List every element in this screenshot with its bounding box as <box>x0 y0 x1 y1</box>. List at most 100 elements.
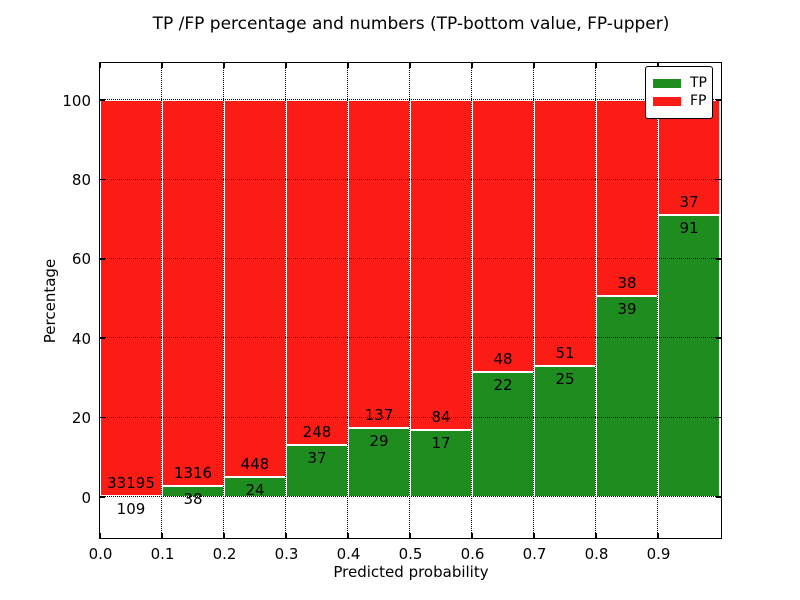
y-tickmark-left <box>100 337 105 339</box>
bar-fp-count-label: 33195 <box>107 473 155 492</box>
bar-segment-fp <box>472 100 534 373</box>
y-tickmark-left <box>100 258 105 260</box>
bar-segment-fp <box>534 100 596 367</box>
bar-tp-count-label: 37 <box>307 449 327 468</box>
vertical-gridline <box>595 63 597 537</box>
bar-segment-tp <box>534 366 596 497</box>
y-tickmark-left <box>100 178 105 181</box>
bar-segment-fp <box>162 100 224 486</box>
bar-segment-fp <box>410 100 472 431</box>
bar-tp-count-label: 24 <box>245 480 265 499</box>
bar-segment-tp <box>472 372 534 497</box>
x-tickmark-bottom <box>533 533 535 538</box>
x-tick-label: 0.8 <box>584 545 609 563</box>
bar-fp-count-label: 84 <box>431 408 451 427</box>
x-tickmark-top <box>285 63 287 68</box>
bar-fp-count-label: 448 <box>240 454 270 473</box>
x-tickmark-top <box>657 63 659 68</box>
vertical-gridline <box>161 63 163 537</box>
x-tickmark-bottom <box>99 533 101 538</box>
x-tickmark-bottom <box>657 533 659 538</box>
bar-segment-fp <box>348 100 410 428</box>
bar-tp-count-label: 39 <box>617 299 637 318</box>
bar-fp-count-label: 137 <box>364 405 394 424</box>
x-tickmark-bottom <box>347 533 349 538</box>
x-tickmark-top <box>161 63 163 68</box>
y-tick-label: 60 <box>71 250 91 269</box>
legend-label-tp: TP <box>690 75 707 91</box>
bar-fp-count-label: 48 <box>493 350 513 369</box>
legend-swatch-fp-icon <box>653 96 681 106</box>
x-tickmark-bottom <box>595 533 597 538</box>
bar-segment-fp <box>658 100 720 215</box>
y-tick-label: 20 <box>71 409 91 428</box>
vertical-gridline <box>409 63 411 537</box>
horizontal-gridline <box>100 258 720 260</box>
bar-segment-tp <box>658 214 720 497</box>
x-tickmark-bottom <box>471 533 473 538</box>
vertical-gridline <box>533 63 535 537</box>
y-tickmark-right <box>716 496 721 498</box>
x-tickmark-top <box>347 63 349 68</box>
legend-item-fp: FP <box>653 93 707 109</box>
x-tickmark-bottom <box>409 533 411 538</box>
y-tickmark-right <box>716 416 721 419</box>
y-tickmark-right <box>716 99 721 101</box>
legend-item-tp: TP <box>653 75 707 91</box>
y-tick-label: 40 <box>71 329 91 348</box>
bar-fp-count-label: 38 <box>617 273 637 292</box>
horizontal-gridline <box>100 178 720 180</box>
y-axis-label: Percentage <box>41 258 59 344</box>
bar-segment-tp <box>596 295 658 497</box>
x-tick-label: 0.5 <box>398 545 423 563</box>
x-tickmark-top <box>223 63 225 68</box>
horizontal-gridline <box>100 496 720 498</box>
bar-tp-count-label: 25 <box>555 370 575 389</box>
legend: TP FP <box>645 66 713 119</box>
legend-label-fp: FP <box>690 93 707 109</box>
x-tick-label: 0.0 <box>88 545 113 563</box>
bar-segment-tp <box>162 485 224 497</box>
x-tick-label: 0.1 <box>150 545 175 563</box>
x-tickmark-top <box>533 63 535 68</box>
bar-tp-count-label: 17 <box>431 434 451 453</box>
x-tickmark-bottom <box>285 533 287 538</box>
bar-segment-fp <box>286 100 348 446</box>
bar-segment-tp <box>286 445 348 497</box>
bar-fp-count-label: 248 <box>302 423 332 442</box>
y-tickmark-left <box>100 416 105 419</box>
x-tick-label: 0.6 <box>460 545 485 563</box>
legend-swatch-tp-icon <box>653 78 681 88</box>
vertical-gridline <box>471 63 473 537</box>
x-tickmark-top <box>99 63 101 68</box>
bar-segment-fp <box>100 100 162 496</box>
bar-tp-count-label: 29 <box>369 431 389 450</box>
y-tickmark-right <box>716 337 721 339</box>
horizontal-gridline <box>100 337 720 339</box>
bar-segment-fp <box>596 100 658 296</box>
bar-segment-tp <box>348 427 410 497</box>
horizontal-gridline <box>100 99 720 101</box>
vertical-gridline <box>223 63 225 537</box>
y-tickmark-left <box>100 496 105 498</box>
y-tick-label: 0 <box>81 488 91 507</box>
vertical-gridline <box>347 63 349 537</box>
x-axis-label: Predicted probability <box>333 563 489 581</box>
bar-tp-count-label: 91 <box>679 218 699 237</box>
bar-tp-count-label: 38 <box>183 489 203 508</box>
bar-tp-count-label: 109 <box>116 499 146 518</box>
bar-segment-fp <box>224 100 286 477</box>
y-tick-label: 80 <box>71 170 91 189</box>
y-tickmark-left <box>100 99 105 101</box>
y-tickmark-right <box>716 178 721 181</box>
vertical-gridline <box>285 63 287 537</box>
bar-segment-tp <box>410 430 472 497</box>
bar-segment-tp <box>224 476 286 497</box>
x-tick-label: 0.4 <box>336 545 361 563</box>
horizontal-gridline <box>100 416 720 418</box>
x-tick-label: 0.3 <box>274 545 299 563</box>
x-tick-label: 0.7 <box>522 545 547 563</box>
x-tick-label: 0.2 <box>212 545 237 563</box>
x-tickmark-top <box>595 63 597 68</box>
